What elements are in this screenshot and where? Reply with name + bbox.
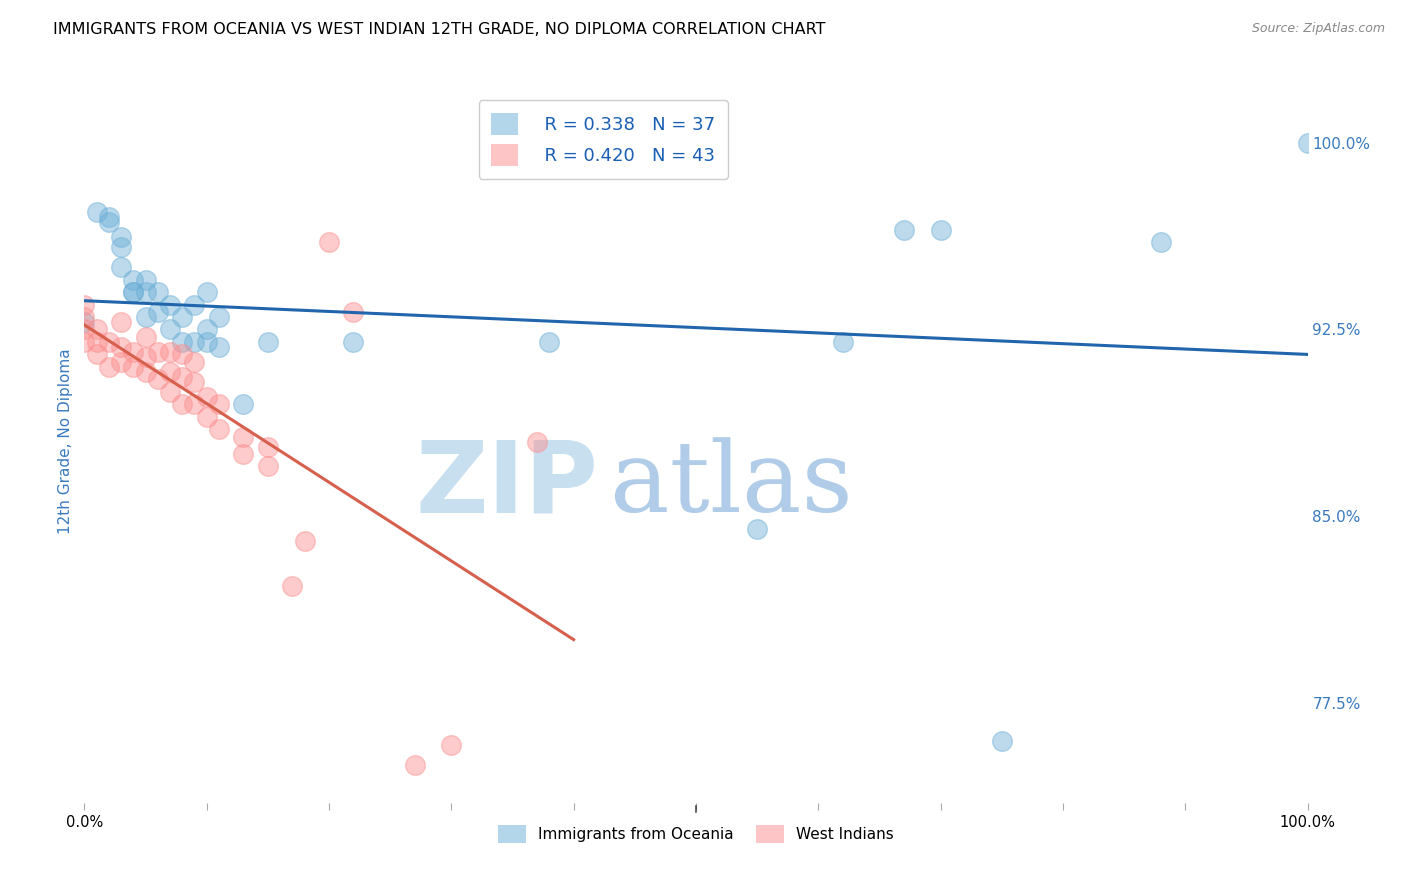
- Point: [110, 315, 132, 329]
- Point: [172, 397, 194, 411]
- Text: ZIP: ZIP: [415, 436, 598, 533]
- Point: [159, 384, 181, 399]
- Point: [110, 240, 132, 254]
- Point: [257, 334, 280, 349]
- Point: [146, 305, 169, 319]
- Point: [73, 334, 96, 349]
- Point: [893, 223, 915, 237]
- Point: [831, 334, 853, 349]
- Point: [1296, 136, 1319, 150]
- Point: [86, 322, 108, 336]
- Point: [257, 459, 280, 474]
- Point: [1150, 235, 1173, 250]
- Point: [172, 347, 194, 361]
- Text: atlas: atlas: [610, 437, 853, 533]
- Text: Source: ZipAtlas.com: Source: ZipAtlas.com: [1251, 22, 1385, 36]
- Point: [86, 334, 108, 349]
- Point: [232, 429, 254, 443]
- Point: [73, 310, 96, 324]
- Point: [97, 215, 120, 229]
- Point: [183, 355, 205, 369]
- Point: [342, 305, 364, 319]
- Point: [440, 739, 463, 753]
- Point: [146, 372, 169, 386]
- Point: [159, 322, 181, 336]
- Point: [208, 340, 231, 354]
- Point: [747, 522, 769, 536]
- Point: [146, 344, 169, 359]
- Point: [257, 440, 280, 454]
- Point: [929, 223, 952, 237]
- Point: [73, 315, 96, 329]
- Point: [208, 310, 231, 324]
- Point: [73, 297, 96, 311]
- Point: [159, 365, 181, 379]
- Point: [122, 285, 145, 299]
- Point: [172, 334, 194, 349]
- Point: [159, 297, 181, 311]
- Point: [232, 397, 254, 411]
- Point: [122, 272, 145, 286]
- Y-axis label: 12th Grade, No Diploma: 12th Grade, No Diploma: [58, 349, 73, 534]
- Point: [208, 397, 231, 411]
- Point: [318, 235, 340, 250]
- Point: [232, 447, 254, 461]
- Point: [135, 285, 157, 299]
- Point: [86, 347, 108, 361]
- Point: [135, 310, 157, 324]
- Point: [183, 297, 205, 311]
- Point: [195, 409, 218, 424]
- Point: [991, 733, 1014, 747]
- Point: [183, 334, 205, 349]
- Point: [110, 340, 132, 354]
- Point: [195, 334, 218, 349]
- Point: [110, 355, 132, 369]
- Point: [172, 369, 194, 384]
- Point: [97, 359, 120, 374]
- Point: [110, 230, 132, 244]
- Point: [159, 344, 181, 359]
- Point: [97, 334, 120, 349]
- Point: [122, 285, 145, 299]
- Point: [538, 334, 561, 349]
- Point: [404, 758, 426, 772]
- Point: [195, 285, 218, 299]
- Text: IMMIGRANTS FROM OCEANIA VS WEST INDIAN 12TH GRADE, NO DIPLOMA CORRELATION CHART: IMMIGRANTS FROM OCEANIA VS WEST INDIAN 1…: [53, 22, 825, 37]
- Point: [294, 534, 316, 549]
- Point: [208, 422, 231, 436]
- Point: [122, 359, 145, 374]
- Legend: Immigrants from Oceania, West Indians: Immigrants from Oceania, West Indians: [492, 819, 900, 849]
- Point: [135, 350, 157, 364]
- Point: [135, 365, 157, 379]
- Point: [122, 344, 145, 359]
- Point: [86, 205, 108, 219]
- Point: [146, 285, 169, 299]
- Point: [526, 434, 548, 449]
- Point: [110, 260, 132, 274]
- Point: [135, 272, 157, 286]
- Point: [183, 375, 205, 389]
- Point: [342, 334, 364, 349]
- Point: [73, 322, 96, 336]
- Point: [195, 390, 218, 404]
- Point: [97, 211, 120, 225]
- Point: [135, 330, 157, 344]
- Point: [281, 579, 304, 593]
- Point: [172, 310, 194, 324]
- Point: [183, 397, 205, 411]
- Point: [195, 322, 218, 336]
